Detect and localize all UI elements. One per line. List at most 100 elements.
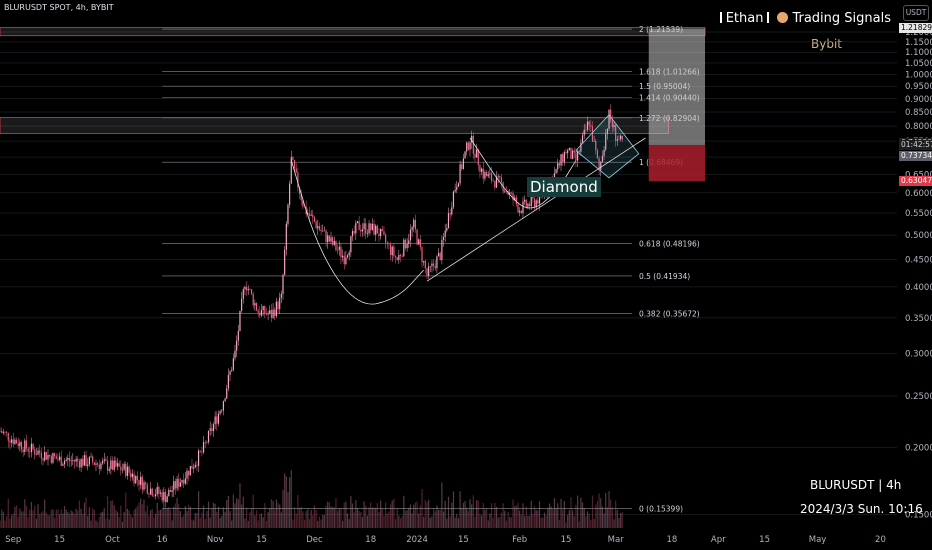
candle-body xyxy=(568,147,570,151)
volume-bar xyxy=(596,501,599,528)
volume-bar xyxy=(578,521,580,528)
candle-body xyxy=(80,459,82,468)
candle-body xyxy=(57,458,59,460)
candle-body xyxy=(27,448,29,452)
candle-body xyxy=(596,150,599,159)
volume-bar xyxy=(447,496,450,528)
candle-body xyxy=(524,199,526,202)
candle-body xyxy=(439,253,441,260)
volume-bar xyxy=(530,500,532,528)
volume-bar xyxy=(557,503,559,528)
volume-bar xyxy=(586,511,589,528)
volume-bar xyxy=(522,503,524,528)
candle-body xyxy=(308,213,311,216)
candle-body xyxy=(131,473,133,478)
candle-body xyxy=(414,219,417,230)
candle-body xyxy=(90,456,92,458)
candle-body xyxy=(211,428,213,432)
volume-bar xyxy=(2,511,4,528)
candle-body xyxy=(135,475,137,484)
candle-body xyxy=(75,458,77,462)
candle-body xyxy=(105,459,107,461)
candle-body xyxy=(522,201,524,214)
volume-bar xyxy=(398,515,400,528)
volume-bar xyxy=(580,497,582,528)
candle-body xyxy=(484,172,486,179)
candle-body xyxy=(365,223,367,234)
candle-body xyxy=(55,456,57,459)
candle-body xyxy=(449,213,451,215)
candle-body xyxy=(436,256,438,269)
candle-body xyxy=(269,310,271,314)
candle-body xyxy=(207,430,210,443)
volume-bar xyxy=(287,491,289,528)
candle-body xyxy=(178,478,180,487)
volume-bar xyxy=(265,521,268,528)
brand-right: Trading Signals xyxy=(792,11,891,26)
volume-bar xyxy=(588,513,590,528)
volume-bar xyxy=(30,501,33,528)
y-tick-label: 1.10000 xyxy=(905,48,932,58)
candle-body xyxy=(572,150,574,159)
candle-body xyxy=(150,488,152,495)
volume-bar xyxy=(615,500,617,528)
candle-body xyxy=(318,226,321,230)
candle-body xyxy=(485,172,488,177)
candle-body xyxy=(434,265,436,269)
candle-body xyxy=(581,135,584,143)
candle-body xyxy=(62,464,64,466)
volume-bar xyxy=(550,506,552,528)
candle-body xyxy=(264,306,266,315)
candle-body xyxy=(588,121,590,126)
candle-body xyxy=(340,246,342,258)
candle-body xyxy=(231,370,233,372)
candle-body xyxy=(517,204,519,213)
volume-bar xyxy=(217,506,220,528)
candle-body xyxy=(0,430,1,432)
volume-bar xyxy=(487,520,489,528)
candle-body xyxy=(7,432,9,441)
candle-body xyxy=(454,189,456,192)
volume-bar xyxy=(75,508,77,528)
candle-body xyxy=(487,174,489,177)
volume-bar xyxy=(472,495,474,528)
volume-bar xyxy=(338,508,340,528)
price-label: 0.63047 xyxy=(899,176,932,187)
candle-body xyxy=(179,482,181,487)
candle-body xyxy=(567,150,569,154)
volume-bar xyxy=(231,520,233,528)
volume-bar xyxy=(78,500,81,528)
y-tick-label: 0.35000 xyxy=(905,314,932,324)
candle-body xyxy=(193,467,195,469)
volume-bar xyxy=(108,519,110,528)
volume-bar xyxy=(562,509,564,528)
volume-bar xyxy=(490,503,493,528)
currency-button[interactable]: USDT xyxy=(903,5,929,21)
candle-body xyxy=(236,340,238,351)
candle-body xyxy=(226,388,228,399)
volume-bar xyxy=(358,510,360,528)
candle-body xyxy=(375,225,377,235)
x-tick-label: May xyxy=(809,535,827,545)
volume-bar xyxy=(27,517,29,528)
candle-body xyxy=(358,221,360,230)
candle-body xyxy=(92,456,94,463)
volume-bar xyxy=(136,505,138,528)
zone-rect xyxy=(0,117,670,134)
candle-body xyxy=(164,491,167,503)
volume-bar xyxy=(130,514,132,528)
y-tick-label: 1.15000 xyxy=(905,38,932,48)
candle-body xyxy=(313,217,316,222)
volume-bar xyxy=(464,500,466,528)
candle-body xyxy=(413,219,415,228)
candle-body xyxy=(37,450,39,455)
volume-bar xyxy=(87,516,89,528)
candle-body xyxy=(10,439,13,443)
candle-body xyxy=(289,183,291,205)
candle-body xyxy=(201,451,203,453)
candle-body xyxy=(123,463,125,470)
candle-body xyxy=(378,233,380,237)
volume-bar xyxy=(199,517,201,528)
cup-curve xyxy=(290,160,424,305)
